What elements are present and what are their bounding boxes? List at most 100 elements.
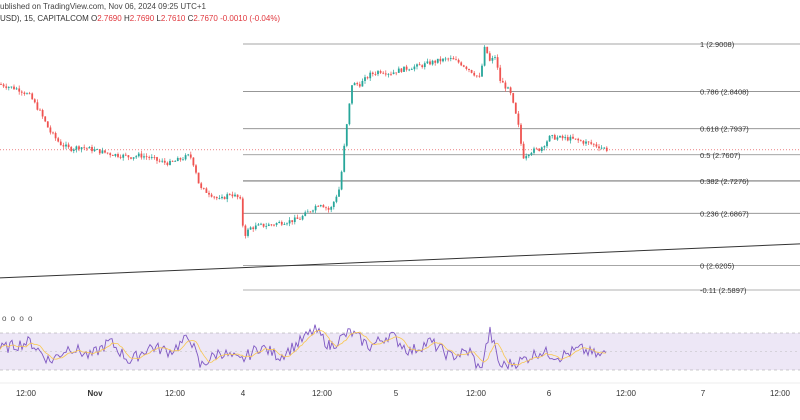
candle-body	[286, 223, 288, 225]
candle-body	[62, 145, 65, 147]
candle-body	[520, 124, 522, 144]
open-value: 2.7690	[97, 14, 122, 23]
candle-body	[382, 72, 385, 74]
candle-body	[371, 72, 374, 74]
x-tick-label: Nov	[87, 389, 103, 398]
candle-body	[325, 207, 327, 209]
candle-body	[215, 197, 218, 199]
candle-body	[330, 207, 333, 210]
fib-label: -0.11 (2.5897)	[700, 286, 747, 295]
candle-body	[561, 135, 564, 139]
candle-body	[278, 221, 281, 224]
candle-body	[488, 53, 491, 61]
low-value: 2.7610	[160, 14, 186, 23]
candle-body	[312, 210, 314, 212]
candle-body	[88, 146, 91, 149]
candle-body	[291, 220, 294, 223]
candle-body	[288, 220, 291, 224]
candles	[0, 45, 608, 239]
candle-body	[239, 197, 242, 199]
candle-body	[228, 194, 231, 196]
candle-body	[72, 149, 75, 151]
candle-body	[210, 194, 213, 197]
candle-body	[270, 224, 273, 226]
candle-body	[200, 183, 203, 188]
x-tick-label: 12:00	[16, 389, 37, 398]
candle-body	[481, 65, 483, 77]
candle-body	[135, 156, 138, 158]
low-label: L	[156, 14, 161, 23]
candle-body	[439, 58, 442, 62]
candle-body	[153, 157, 156, 158]
candle-body	[595, 144, 598, 147]
high-label: H	[123, 14, 130, 23]
rsi-panel	[0, 324, 800, 371]
candle-body	[145, 156, 148, 158]
candle-body	[59, 141, 62, 146]
candle-body	[460, 62, 463, 66]
candle-body	[296, 217, 299, 219]
candle-body	[494, 57, 496, 59]
candle-body	[426, 61, 429, 64]
candle-body	[455, 59, 457, 61]
candle-body	[80, 147, 83, 150]
candle-body	[449, 57, 452, 59]
candle-body	[314, 206, 317, 211]
candle-body	[208, 192, 210, 195]
candle-body	[343, 145, 346, 172]
candle-body	[353, 83, 356, 86]
chart-header: ublished on TradingView.com, Nov 06, 202…	[0, 0, 206, 14]
candle-body	[569, 136, 572, 141]
candle-body	[249, 227, 252, 230]
high-value: 2.7690	[129, 14, 155, 23]
candle-body	[408, 69, 411, 71]
symbol-text: USD), 15, CAPITALCOM	[0, 14, 89, 23]
candle-body	[241, 198, 244, 226]
candle-body	[156, 157, 158, 161]
candle-body	[351, 85, 353, 104]
candle-body	[540, 147, 543, 151]
candle-body	[192, 157, 195, 166]
candle-body	[202, 187, 205, 189]
candle-body	[283, 224, 286, 226]
candle-body	[551, 135, 554, 136]
candle-body	[101, 150, 104, 154]
candle-body	[598, 146, 600, 149]
candle-body	[366, 77, 369, 79]
rsi-line	[0, 324, 607, 371]
candle-body	[452, 57, 455, 60]
candle-body	[387, 73, 390, 75]
candle-body	[161, 160, 164, 162]
candle-body	[184, 155, 187, 160]
candle-body	[465, 66, 468, 69]
candle-body	[236, 194, 239, 198]
x-tick-label: 6	[547, 389, 552, 398]
candle-body	[395, 72, 398, 74]
candle-body	[457, 59, 460, 63]
candle-body	[280, 221, 283, 225]
fib-label: 0.5 (2.7607)	[700, 151, 741, 160]
candle-body	[182, 159, 184, 161]
candle-body	[205, 188, 208, 193]
candle-body	[491, 58, 494, 61]
candle-body	[223, 196, 226, 200]
candle-body	[379, 71, 382, 73]
candle-body	[514, 102, 517, 114]
candle-body	[83, 147, 86, 149]
candle-body	[592, 143, 595, 145]
candle-body	[31, 93, 34, 100]
candle-body	[403, 66, 405, 72]
trendline	[0, 243, 800, 279]
candle-body	[317, 206, 320, 207]
candle-body	[434, 60, 437, 63]
candle-body	[262, 223, 265, 227]
candle-body	[377, 71, 379, 75]
candle-body	[579, 140, 582, 142]
candle-body	[148, 157, 151, 158]
candle-body	[564, 137, 567, 139]
candle-body	[20, 91, 23, 93]
x-tick-label: 12:00	[466, 389, 487, 398]
candle-body	[577, 138, 580, 141]
candle-body	[392, 72, 395, 75]
candle-body	[127, 155, 130, 158]
